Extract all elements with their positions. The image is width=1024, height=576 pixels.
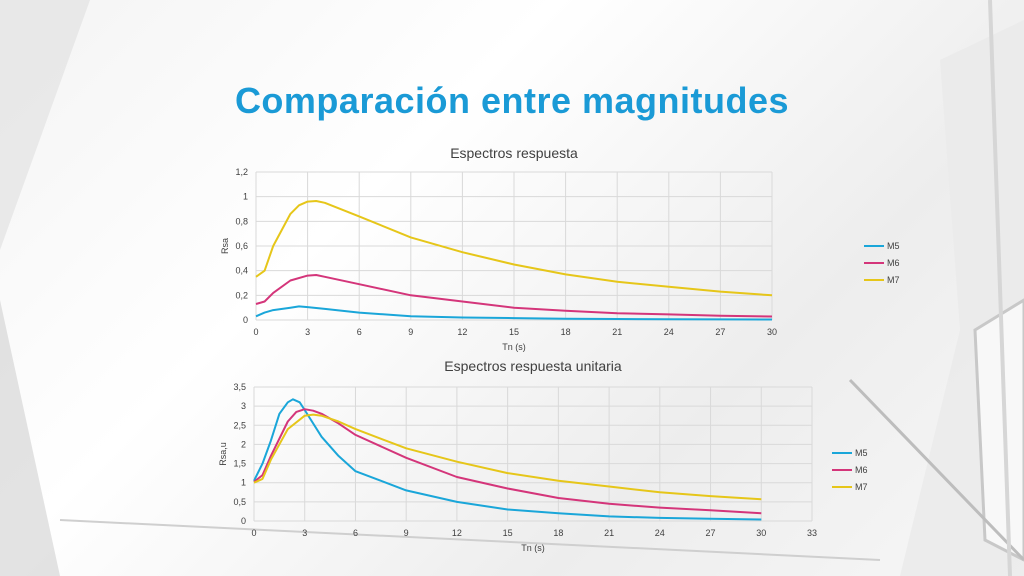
series-line-m5 bbox=[253, 398, 762, 521]
x-tick-label: 9 bbox=[408, 327, 413, 337]
x-tick-label: 24 bbox=[664, 327, 674, 337]
y-axis-label: Rsa,u bbox=[218, 442, 228, 466]
series-line-m6 bbox=[255, 274, 773, 318]
y-tick-label: 0 bbox=[243, 315, 248, 325]
legend-label-m7: M7 bbox=[855, 482, 868, 492]
y-tick-label: 0 bbox=[241, 516, 246, 526]
y-tick-label: 3 bbox=[241, 401, 246, 411]
x-tick-label: 6 bbox=[353, 528, 358, 538]
x-tick-label: 6 bbox=[357, 327, 362, 337]
x-tick-label: 21 bbox=[604, 528, 614, 538]
x-tick-label: 9 bbox=[404, 528, 409, 538]
legend-label-m5: M5 bbox=[855, 448, 868, 458]
y-tick-label: 1 bbox=[241, 478, 246, 488]
x-tick-label: 27 bbox=[706, 528, 716, 538]
slide-title: Comparación entre magnitudes bbox=[234, 80, 790, 121]
x-tick-label: 18 bbox=[553, 528, 563, 538]
x-tick-label: 0 bbox=[251, 528, 256, 538]
x-axis-label: Tn (s) bbox=[521, 543, 545, 553]
y-tick-label: 1,5 bbox=[233, 459, 246, 469]
x-tick-label: 21 bbox=[612, 327, 622, 337]
x-tick-label: 15 bbox=[509, 327, 519, 337]
y-tick-label: 0,8 bbox=[235, 216, 248, 226]
series-line-m7 bbox=[253, 413, 762, 501]
legend-label-m6: M6 bbox=[887, 258, 900, 268]
y-tick-label: 0,6 bbox=[235, 241, 248, 251]
y-tick-label: 0,2 bbox=[235, 290, 248, 300]
x-tick-label: 30 bbox=[767, 327, 777, 337]
x-axis-label: Tn (s) bbox=[502, 342, 526, 352]
x-tick-label: 0 bbox=[253, 327, 258, 337]
series-line-m6 bbox=[253, 408, 762, 515]
x-tick-label: 18 bbox=[561, 327, 571, 337]
y-tick-label: 1,2 bbox=[235, 167, 248, 177]
y-tick-label: 2 bbox=[241, 439, 246, 449]
y-tick-label: 1 bbox=[243, 192, 248, 202]
x-tick-label: 3 bbox=[305, 327, 310, 337]
x-tick-label: 27 bbox=[715, 327, 725, 337]
x-tick-label: 33 bbox=[807, 528, 817, 538]
x-tick-label: 15 bbox=[503, 528, 513, 538]
legend-label-m5: M5 bbox=[887, 241, 900, 251]
x-tick-label: 12 bbox=[457, 327, 467, 337]
legend-label-m7: M7 bbox=[887, 275, 900, 285]
chart-1-title: Espectros respuesta bbox=[450, 145, 578, 161]
legend-label-m6: M6 bbox=[855, 465, 868, 475]
chart-2-title: Espectros respuesta unitaria bbox=[444, 358, 622, 374]
y-tick-label: 2,5 bbox=[233, 420, 246, 430]
series-line-m5 bbox=[255, 305, 773, 321]
y-tick-label: 0,5 bbox=[233, 497, 246, 507]
x-tick-label: 30 bbox=[756, 528, 766, 538]
y-tick-label: 3,5 bbox=[233, 382, 246, 392]
x-tick-label: 12 bbox=[452, 528, 462, 538]
x-tick-label: 24 bbox=[655, 528, 665, 538]
series-line-m7 bbox=[255, 200, 773, 297]
y-tick-label: 0,4 bbox=[235, 266, 248, 276]
y-axis-label: Rsa bbox=[220, 238, 230, 254]
x-tick-label: 3 bbox=[302, 528, 307, 538]
